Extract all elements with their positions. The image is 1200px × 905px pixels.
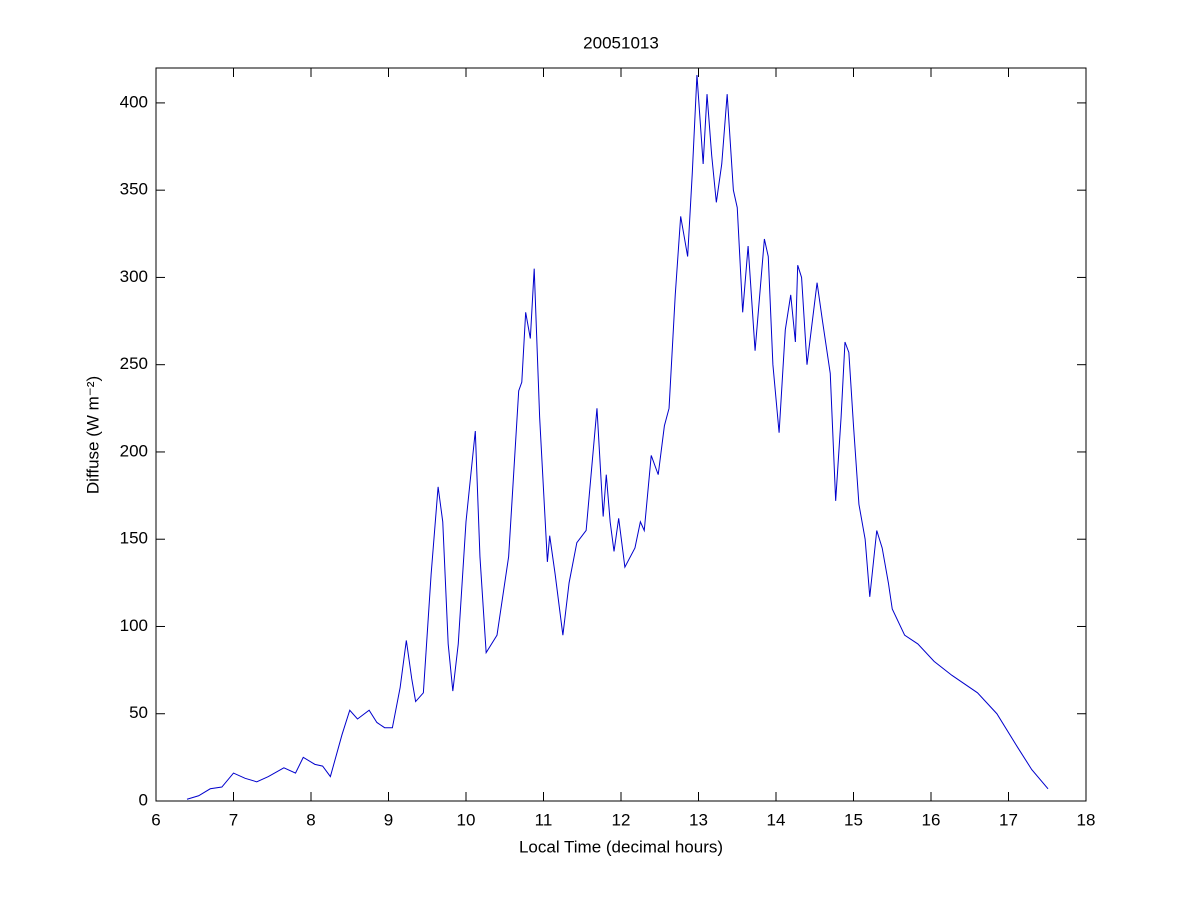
y-tick-label: 250 [120, 354, 148, 373]
x-tick-label: 12 [612, 810, 631, 829]
data-line [186, 74, 1049, 800]
x-tick-label: 11 [535, 810, 553, 829]
y-tick-label: 350 [120, 180, 148, 199]
x-axis-label: Local Time (decimal hours) [519, 837, 723, 856]
y-tick-label: 100 [120, 616, 148, 635]
y-axis-label: Diffuse (W m⁻²) [83, 376, 102, 494]
plot-frame [155, 67, 1087, 802]
x-tick-label: 16 [922, 810, 941, 829]
x-tick-label: 13 [689, 810, 708, 829]
x-tick-label: 6 [151, 810, 160, 829]
x-tick-label: 14 [767, 810, 786, 829]
y-tick-label: 0 [139, 790, 148, 809]
y-tick-label: 200 [120, 441, 148, 460]
x-tick-label: 8 [306, 810, 315, 829]
x-tick-label: 18 [1077, 810, 1096, 829]
x-tick-label: 7 [229, 810, 238, 829]
y-tick-label: 150 [120, 529, 148, 548]
y-tick-label: 400 [120, 92, 148, 111]
y-tick-label: 300 [120, 267, 148, 286]
x-tick-label: 9 [384, 810, 393, 829]
x-tick-label: 10 [457, 810, 476, 829]
chart-title: 20051013 [583, 33, 659, 52]
y-tick-label: 50 [129, 703, 148, 722]
x-tick-label: 17 [999, 810, 1018, 829]
x-tick-label: 15 [844, 810, 863, 829]
